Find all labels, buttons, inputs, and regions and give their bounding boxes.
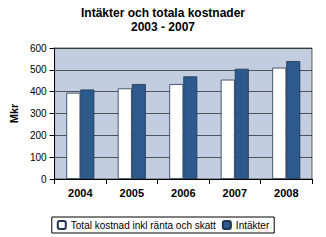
- svg-text:400: 400: [30, 86, 47, 97]
- svg-text:200: 200: [30, 130, 47, 141]
- svg-text:2006: 2006: [171, 187, 195, 199]
- svg-text:Total kostnad inkl ränta och s: Total kostnad inkl ränta och skatt: [71, 220, 216, 231]
- svg-text:Intäkter: Intäkter: [236, 220, 270, 231]
- svg-text:600: 600: [30, 43, 47, 54]
- svg-text:Mkr: Mkr: [8, 103, 20, 123]
- svg-text:0: 0: [41, 174, 47, 185]
- svg-text:500: 500: [30, 64, 47, 75]
- svg-text:2005: 2005: [120, 187, 144, 199]
- svg-text:2003 - 2007: 2003 - 2007: [131, 20, 195, 34]
- svg-text:Intäkter och totala kostnader: Intäkter och totala kostnader: [81, 6, 245, 20]
- svg-text:2007: 2007: [223, 187, 247, 199]
- svg-text:2008: 2008: [274, 187, 298, 199]
- svg-text:2004: 2004: [68, 187, 93, 199]
- svg-text:100: 100: [30, 152, 47, 163]
- svg-text:300: 300: [30, 108, 47, 119]
